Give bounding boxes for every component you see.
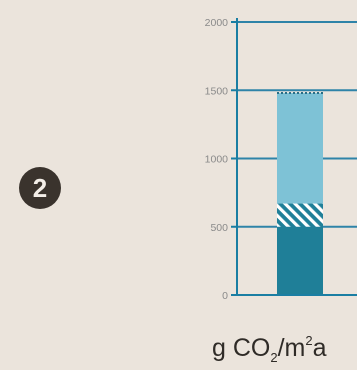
y-tick-label: 500	[210, 222, 228, 234]
y-tick-label: 1000	[205, 154, 229, 166]
figure-number-badge: 2	[19, 167, 61, 209]
unit-superscript: 2	[305, 333, 313, 348]
y-tick-label: 0	[222, 290, 228, 302]
y-tick-label: 1500	[205, 85, 229, 97]
unit-middle: /m	[277, 334, 306, 362]
bar-segment-3	[277, 92, 323, 204]
unit-suffix: a	[312, 334, 327, 362]
unit-prefix: g CO	[212, 334, 271, 362]
bar-segment-1	[277, 226, 323, 295]
unit-label: g CO2/m2a	[212, 333, 327, 365]
figure-number: 2	[32, 172, 48, 203]
unit-subscript: 2	[270, 350, 278, 365]
bar-segment-2	[277, 203, 323, 227]
y-tick-label: 2000	[205, 17, 229, 29]
